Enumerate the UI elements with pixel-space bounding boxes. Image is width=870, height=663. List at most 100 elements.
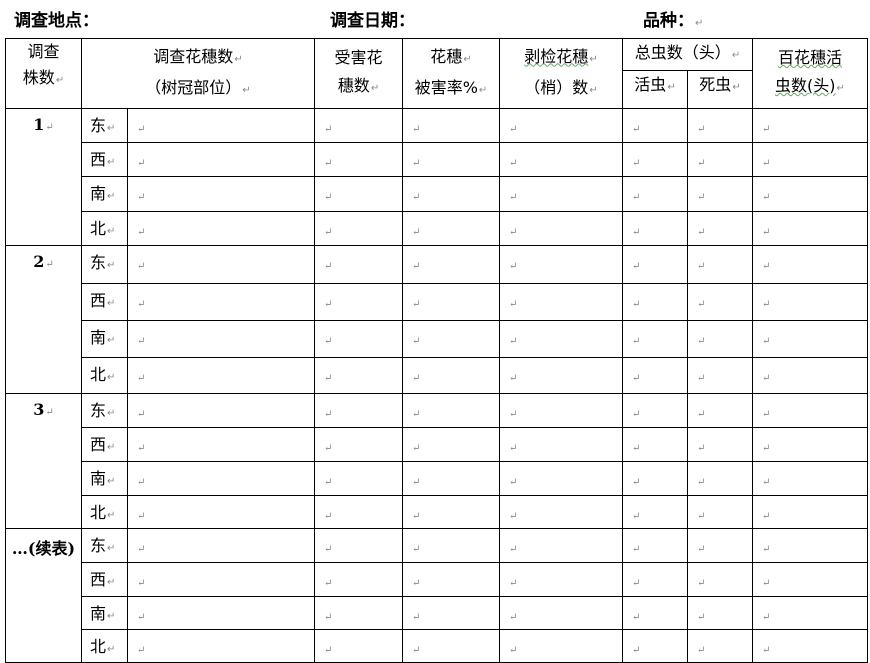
data-cell[interactable]: ↵ [402, 427, 500, 462]
data-cell[interactable]: ↵ [127, 108, 315, 143]
data-cell[interactable]: ↵ [687, 142, 753, 177]
data-cell[interactable]: ↵ [622, 495, 688, 529]
data-cell[interactable]: ↵ [127, 393, 315, 428]
data-cell[interactable]: ↵ [127, 211, 315, 246]
data-cell[interactable]: ↵ [314, 461, 403, 496]
data-cell[interactable]: ↵ [499, 176, 623, 212]
data-cell[interactable]: ↵ [402, 461, 500, 496]
data-cell[interactable]: ↵ [687, 108, 753, 143]
data-cell[interactable]: ↵ [127, 357, 315, 394]
data-cell[interactable]: ↵ [622, 629, 688, 663]
data-cell[interactable]: ↵ [752, 357, 868, 394]
data-cell[interactable]: ↵ [402, 393, 500, 428]
data-cell[interactable]: ↵ [402, 629, 500, 663]
data-cell[interactable]: ↵ [752, 176, 868, 212]
data-cell[interactable]: ↵ [127, 320, 315, 358]
data-cell[interactable]: ↵ [499, 562, 623, 597]
data-cell[interactable]: ↵ [314, 596, 403, 630]
data-cell[interactable]: ↵ [127, 629, 315, 663]
data-cell[interactable]: ↵ [687, 211, 753, 246]
data-cell[interactable]: ↵ [314, 427, 403, 462]
data-cell[interactable]: ↵ [499, 283, 623, 321]
data-cell[interactable]: ↵ [402, 283, 500, 321]
data-cell[interactable]: ↵ [752, 562, 868, 597]
data-cell[interactable]: ↵ [687, 461, 753, 496]
data-cell[interactable]: ↵ [499, 495, 623, 529]
data-cell[interactable]: ↵ [314, 495, 403, 529]
data-cell[interactable]: ↵ [687, 528, 753, 563]
data-cell[interactable]: ↵ [752, 461, 868, 496]
data-cell[interactable]: ↵ [752, 629, 868, 663]
data-cell[interactable]: ↵ [752, 393, 868, 428]
data-cell[interactable]: ↵ [402, 211, 500, 246]
data-cell[interactable]: ↵ [402, 495, 500, 529]
data-cell[interactable]: ↵ [752, 596, 868, 630]
data-cell[interactable]: ↵ [687, 427, 753, 462]
data-cell[interactable]: ↵ [499, 427, 623, 462]
data-cell[interactable]: ↵ [622, 283, 688, 321]
data-cell[interactable]: ↵ [314, 562, 403, 597]
data-cell[interactable]: ↵ [499, 461, 623, 496]
data-cell[interactable]: ↵ [622, 427, 688, 462]
data-cell[interactable]: ↵ [127, 245, 315, 284]
data-cell[interactable]: ↵ [622, 596, 688, 630]
data-cell[interactable]: ↵ [622, 461, 688, 496]
data-cell[interactable]: ↵ [402, 596, 500, 630]
data-cell[interactable]: ↵ [499, 142, 623, 177]
data-cell[interactable]: ↵ [499, 320, 623, 358]
data-cell[interactable]: ↵ [622, 108, 688, 143]
data-cell[interactable]: ↵ [687, 320, 753, 358]
data-cell[interactable]: ↵ [499, 596, 623, 630]
data-cell[interactable]: ↵ [402, 108, 500, 143]
data-cell[interactable]: ↵ [127, 176, 315, 212]
data-cell[interactable]: ↵ [314, 528, 403, 563]
data-cell[interactable]: ↵ [127, 528, 315, 563]
data-cell[interactable]: ↵ [402, 142, 500, 177]
data-cell[interactable]: ↵ [127, 562, 315, 597]
data-cell[interactable]: ↵ [622, 393, 688, 428]
data-cell[interactable]: ↵ [314, 357, 403, 394]
data-cell[interactable]: ↵ [622, 528, 688, 563]
data-cell[interactable]: ↵ [687, 357, 753, 394]
data-cell[interactable]: ↵ [752, 108, 868, 143]
data-cell[interactable]: ↵ [752, 320, 868, 358]
data-cell[interactable]: ↵ [622, 562, 688, 597]
data-cell[interactable]: ↵ [622, 357, 688, 394]
data-cell[interactable]: ↵ [314, 108, 403, 143]
data-cell[interactable]: ↵ [687, 393, 753, 428]
data-cell[interactable]: ↵ [402, 245, 500, 284]
data-cell[interactable]: ↵ [127, 283, 315, 321]
data-cell[interactable]: ↵ [687, 495, 753, 529]
data-cell[interactable]: ↵ [499, 357, 623, 394]
data-cell[interactable]: ↵ [314, 283, 403, 321]
data-cell[interactable]: ↵ [402, 357, 500, 394]
data-cell[interactable]: ↵ [687, 283, 753, 321]
data-cell[interactable]: ↵ [752, 495, 868, 529]
data-cell[interactable]: ↵ [687, 596, 753, 630]
data-cell[interactable]: ↵ [752, 427, 868, 462]
data-cell[interactable]: ↵ [127, 142, 315, 177]
data-cell[interactable]: ↵ [314, 320, 403, 358]
data-cell[interactable]: ↵ [687, 176, 753, 212]
data-cell[interactable]: ↵ [752, 142, 868, 177]
data-cell[interactable]: ↵ [622, 245, 688, 284]
data-cell[interactable]: ↵ [402, 176, 500, 212]
data-cell[interactable]: ↵ [499, 108, 623, 143]
data-cell[interactable]: ↵ [499, 245, 623, 284]
data-cell[interactable]: ↵ [314, 393, 403, 428]
data-cell[interactable]: ↵ [499, 629, 623, 663]
data-cell[interactable]: ↵ [314, 629, 403, 663]
data-cell[interactable]: ↵ [127, 461, 315, 496]
data-cell[interactable]: ↵ [622, 211, 688, 246]
data-cell[interactable]: ↵ [752, 528, 868, 563]
data-cell[interactable]: ↵ [752, 245, 868, 284]
data-cell[interactable]: ↵ [622, 142, 688, 177]
data-cell[interactable]: ↵ [687, 562, 753, 597]
data-cell[interactable]: ↵ [127, 495, 315, 529]
data-cell[interactable]: ↵ [127, 596, 315, 630]
data-cell[interactable]: ↵ [622, 176, 688, 212]
data-cell[interactable]: ↵ [499, 528, 623, 563]
data-cell[interactable]: ↵ [499, 211, 623, 246]
data-cell[interactable]: ↵ [752, 211, 868, 246]
data-cell[interactable]: ↵ [127, 427, 315, 462]
